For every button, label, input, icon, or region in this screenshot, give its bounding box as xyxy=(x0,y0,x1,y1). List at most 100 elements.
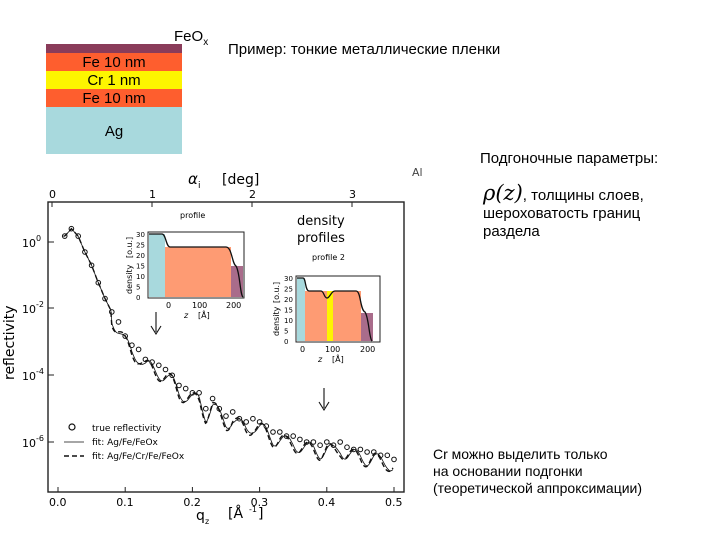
fit-params-heading: Подгоночные параметры: xyxy=(480,150,659,167)
layer-cr: Cr 1 nm xyxy=(46,71,182,89)
data-point xyxy=(149,359,155,365)
fragment-label: Al xyxy=(412,166,423,179)
inset2-ylabel: density xyxy=(272,306,281,336)
inset2-yticks-label-6: 0 xyxy=(284,338,288,346)
data-point xyxy=(82,249,88,255)
inset2-yticks-label-4: 10 xyxy=(284,317,293,325)
legend-label-1: fit: Ag/Fe/FeOx xyxy=(92,438,159,448)
fit-params-body: ρ(z), толщины слоев, шероховатость грани… xyxy=(483,181,713,241)
inset1-xtick-0: 0 xyxy=(166,301,171,310)
data-point xyxy=(303,439,310,445)
top-tick-label-3: 3 xyxy=(349,188,356,201)
data-point xyxy=(61,233,68,239)
layer-ag: Ag xyxy=(46,107,182,154)
inset2-yticks-label-3: 15 xyxy=(284,307,293,315)
cr-note: Cr можно выделить только на основании по… xyxy=(433,446,642,497)
legend-marker-circle xyxy=(68,423,76,431)
data-point xyxy=(290,433,297,439)
x-axis-unit: [Å xyxy=(228,505,243,522)
cr-note-line-1: Cr можно выделить только xyxy=(433,446,608,462)
inset2-yticks-label-1: 25 xyxy=(284,286,293,294)
data-point xyxy=(115,319,122,325)
inset1-yunit: [o.u.] xyxy=(125,237,134,258)
data-point xyxy=(95,279,102,286)
data-point xyxy=(109,309,115,315)
x-axis-label: q z [Å -1 ] xyxy=(196,505,263,526)
x-tick-label-5: 0.5 xyxy=(385,496,403,509)
top-axis-unit: [deg] xyxy=(222,172,259,188)
inset1-yticks-label-2: 20 xyxy=(136,252,145,260)
inset1-xunit: [Å] xyxy=(198,309,210,320)
inset2-xtick-0: 0 xyxy=(300,345,305,354)
arrow-marker-2 xyxy=(318,388,330,412)
inset2-xunit: [Å] xyxy=(332,353,344,364)
inset1-yticks-label-5: 5 xyxy=(136,284,140,292)
data-point xyxy=(263,423,270,429)
inset2-yticks-label-0: 30 xyxy=(284,275,293,283)
y-tick-base-1: 10 xyxy=(22,303,36,316)
layer-fe-bottom: Fe 10 nm xyxy=(46,89,182,107)
inset2-profile-label: profile 2 xyxy=(312,253,345,262)
layer-fe-bottom-label: Fe 10 nm xyxy=(82,90,146,107)
data-point xyxy=(176,382,182,389)
y-axis-label: reflectivity xyxy=(2,305,18,380)
inset2-yticks-label-2: 20 xyxy=(284,296,293,304)
data-point xyxy=(135,346,142,353)
top-tick-label-0: 0 xyxy=(49,188,56,201)
x-axis-unit-end: ] xyxy=(258,506,263,522)
figure-frame xyxy=(47,201,405,493)
feox-label: FeOx xyxy=(174,28,208,48)
inset1-yticks-label-1: 25 xyxy=(136,242,145,250)
inset1-yticks-label-3: 15 xyxy=(136,263,145,271)
inset2-ag xyxy=(297,278,305,341)
data-point xyxy=(277,429,283,435)
x-axis-unit-exp: -1 xyxy=(249,505,257,514)
data-point xyxy=(223,413,229,419)
fit-params-text-2: шероховатость границ xyxy=(483,205,641,222)
y-tick-exp-3: -6 xyxy=(36,434,44,443)
feox-label-main: FeO xyxy=(174,28,204,45)
data-point xyxy=(129,342,135,348)
inset1-profile-label: profile xyxy=(180,211,205,220)
inset1-xlabel: z xyxy=(183,311,189,320)
inset1-yticks-label-6: 0 xyxy=(136,294,140,302)
data-point xyxy=(324,439,330,445)
data-point xyxy=(236,415,243,422)
data-point xyxy=(391,456,397,463)
data-point xyxy=(68,225,75,232)
data-point xyxy=(196,390,202,396)
inset1-feox xyxy=(231,266,243,297)
inset1-ag xyxy=(149,234,165,297)
fit-params-text-1: , толщины слоев, xyxy=(522,187,644,204)
data-point xyxy=(350,446,357,453)
y-tick-exp-2: -4 xyxy=(36,367,44,376)
inset1-xtick-200: 200 xyxy=(226,301,241,310)
inset2-fe1 xyxy=(305,291,327,341)
rho-symbol: ρ(z) xyxy=(483,181,523,205)
inset2-xtick-200: 200 xyxy=(360,345,375,354)
data-point xyxy=(88,262,95,269)
top-tick-label-2: 2 xyxy=(249,188,256,201)
y-tick-base-3: 10 xyxy=(22,437,36,450)
data-point xyxy=(203,405,209,412)
fit-curves xyxy=(63,227,394,473)
x-tick-label-1: 0.1 xyxy=(116,496,134,509)
data-point xyxy=(156,362,162,369)
legend-label-0: true reflectivity xyxy=(92,424,162,434)
fit-curve-dashed xyxy=(63,227,394,473)
inset2-yunit: [o.u.] xyxy=(272,282,281,303)
data-point xyxy=(209,395,216,402)
y-tick-base-0: 10 xyxy=(22,237,36,250)
x-tick-label-2: 0.2 xyxy=(183,496,201,509)
y-tick-exp-1: -2 xyxy=(36,300,44,309)
data-point xyxy=(337,439,344,445)
top-axis-label: α xyxy=(188,170,198,188)
data-point xyxy=(377,452,384,459)
layer-fe-top-label: Fe 10 nm xyxy=(82,54,146,71)
layer-fe-top: Fe 10 nm xyxy=(46,53,182,71)
inset2-cr xyxy=(327,291,333,341)
data-point xyxy=(169,372,175,379)
arrow-marker-1 xyxy=(150,312,162,336)
